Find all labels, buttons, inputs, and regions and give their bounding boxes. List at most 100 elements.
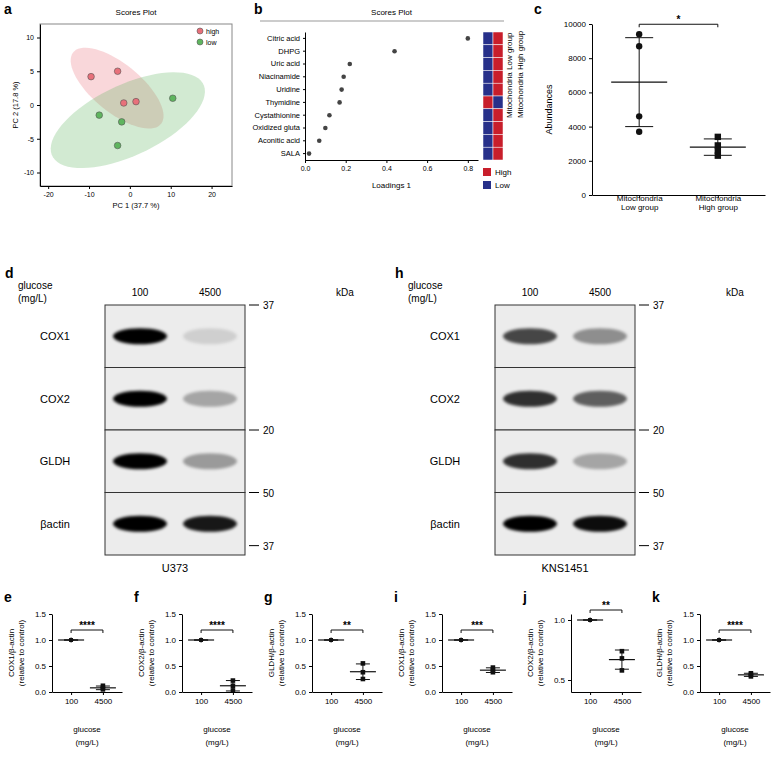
tick: MitochondriaLow group bbox=[617, 194, 663, 212]
tick: Niacinamide bbox=[259, 72, 305, 81]
error-bar bbox=[625, 38, 653, 127]
tick-mark bbox=[363, 692, 364, 695]
panel-label: f bbox=[134, 589, 139, 605]
tick-mark bbox=[89, 186, 90, 189]
tick-mark bbox=[303, 64, 305, 65]
kda-label: 20 bbox=[653, 425, 665, 436]
tick-mark bbox=[37, 105, 40, 106]
tick: -10 bbox=[24, 169, 40, 176]
plot-area bbox=[318, 638, 376, 682]
cell bbox=[493, 109, 503, 122]
blot-panel bbox=[495, 368, 635, 431]
lane-label: 4500 bbox=[199, 287, 222, 298]
tick-mark bbox=[439, 640, 442, 641]
tick-mark bbox=[303, 128, 305, 129]
mean-line bbox=[318, 639, 344, 640]
point bbox=[323, 126, 328, 131]
tick-label: MitochondriaLow group bbox=[617, 194, 663, 212]
axis-line bbox=[571, 615, 572, 693]
tick: 100 bbox=[713, 692, 727, 706]
axis-title: GLDH/β-actin bbox=[655, 629, 664, 678]
point bbox=[307, 151, 312, 156]
tick: 4000 bbox=[568, 123, 592, 132]
tick: 1.5 bbox=[165, 610, 182, 619]
axis: 0.00.51.01.5 bbox=[295, 610, 313, 697]
axis-title: Loadings 1 bbox=[372, 181, 412, 190]
axis: 1004500 bbox=[313, 692, 383, 706]
marker-dash bbox=[249, 305, 259, 306]
error-bar bbox=[704, 139, 732, 155]
tick-mark bbox=[303, 89, 305, 90]
axis-title: (relative to control) bbox=[277, 620, 286, 687]
plot-frame bbox=[40, 24, 232, 186]
axis-title: glucose bbox=[408, 280, 443, 291]
tick-mark bbox=[179, 640, 182, 641]
significance-label: **** bbox=[79, 620, 95, 631]
axis-title: (mg/L) bbox=[75, 738, 98, 747]
tick-label: 100 bbox=[325, 697, 339, 706]
tick-label: 0.0 bbox=[165, 688, 177, 697]
legend-label: low bbox=[206, 39, 217, 46]
tick-label: 0.8 bbox=[463, 165, 473, 172]
chart-title: Scores Plot bbox=[371, 8, 413, 17]
tick: 100 bbox=[455, 692, 469, 706]
tick-mark bbox=[233, 692, 234, 695]
legend-label: High bbox=[495, 168, 511, 177]
tick-label: 1.0 bbox=[295, 636, 307, 645]
tick-mark bbox=[49, 614, 52, 615]
axis: Citric acidDHPGUric acidNiacinamideUridi… bbox=[252, 33, 305, 161]
error-bar bbox=[615, 650, 629, 669]
axis-title: glucose bbox=[463, 725, 491, 734]
cell bbox=[493, 70, 503, 83]
tick-mark bbox=[439, 614, 442, 615]
tick: Thymidine bbox=[265, 98, 305, 107]
axis-line bbox=[40, 25, 41, 187]
tick: MitochondriaHigh group bbox=[695, 194, 741, 212]
tick-label: Citric acid bbox=[267, 34, 300, 43]
figure: aScores Plot-20-1001020-10-50510PC 1 (37… bbox=[0, 0, 777, 777]
tick: Aconitic acid bbox=[258, 136, 305, 145]
tick: 1.5 bbox=[425, 610, 442, 619]
tick: 1.0 bbox=[295, 636, 312, 645]
mean-line bbox=[448, 639, 474, 640]
tick-mark bbox=[589, 161, 592, 162]
mean-line bbox=[577, 619, 603, 620]
axis: 0.00.51.01.5 bbox=[35, 610, 53, 697]
point bbox=[96, 112, 103, 119]
tick-label: 0.6 bbox=[423, 165, 433, 172]
tick: 0.6 bbox=[423, 160, 433, 172]
tick: -10 bbox=[84, 186, 94, 198]
axis-title: GLDH/β-actin bbox=[267, 629, 276, 678]
tick: 0.4 bbox=[382, 160, 392, 172]
axis-title: COX1/β-actin bbox=[7, 629, 16, 677]
tick-label: 0.5 bbox=[554, 676, 566, 685]
tick: 0.0 bbox=[683, 688, 700, 697]
kda-label: 50 bbox=[263, 488, 275, 499]
title-rule bbox=[260, 21, 504, 22]
axis-line bbox=[182, 615, 183, 693]
tick: 2000 bbox=[568, 157, 592, 166]
tick-label: SALA bbox=[281, 149, 300, 158]
tick-label: 20 bbox=[208, 191, 216, 198]
tick: 0 bbox=[30, 102, 40, 109]
tick: 4500 bbox=[743, 692, 761, 706]
tick-mark bbox=[171, 186, 172, 189]
tick-mark bbox=[589, 24, 592, 25]
axis-title: glucose bbox=[18, 280, 53, 291]
tick: 0.5 bbox=[554, 676, 571, 685]
plot-area bbox=[307, 36, 470, 156]
row-label: βactin bbox=[40, 518, 70, 530]
tick-label: 4500 bbox=[225, 697, 243, 706]
kda-label: 20 bbox=[263, 425, 275, 436]
tick-mark bbox=[303, 38, 305, 39]
tick: 0.0 bbox=[301, 160, 311, 172]
significance-label: ** bbox=[602, 600, 610, 611]
band bbox=[573, 328, 627, 344]
tick-mark bbox=[622, 692, 623, 695]
tick-mark bbox=[71, 692, 72, 695]
tick-mark bbox=[568, 620, 571, 621]
tick-label: Oxidized gluta bbox=[252, 123, 300, 132]
axis-title: COX2/β-actin bbox=[137, 629, 146, 677]
band bbox=[573, 391, 627, 407]
tick: 10000 bbox=[564, 20, 592, 29]
